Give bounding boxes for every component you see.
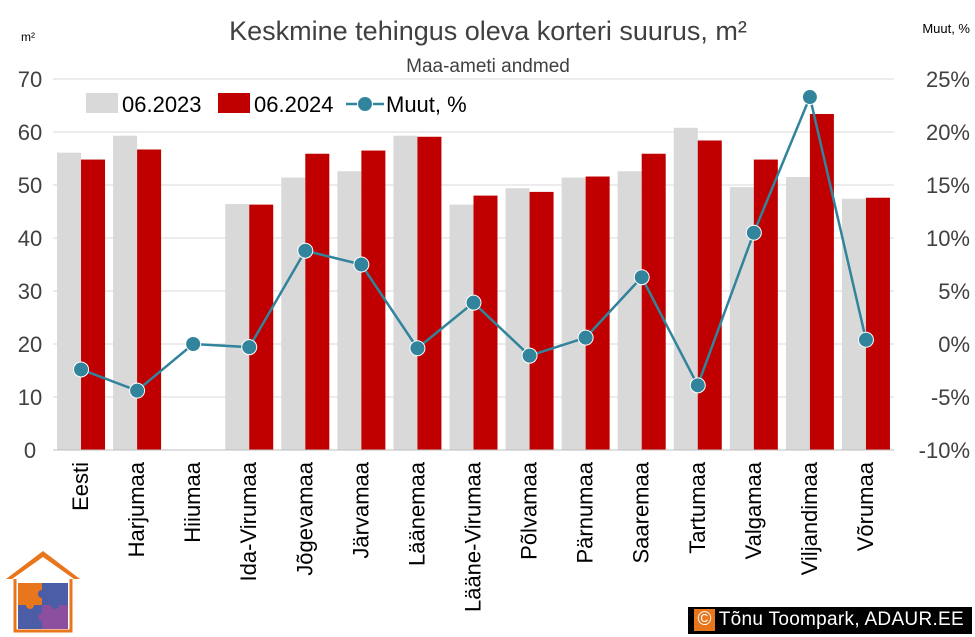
bar-06.2024: [809, 113, 834, 450]
legend: 06.2023 06.2024 Muut, %: [86, 92, 467, 117]
change-line: [73, 89, 874, 399]
y-left-tick-label: 50: [18, 173, 42, 198]
change-point: [353, 256, 370, 273]
y-left-tick-label: 60: [18, 120, 42, 145]
x-tick-label: Harjumaa: [124, 461, 149, 557]
credit-text: Tõnu Toompark, ADAUR.EE: [718, 609, 964, 630]
bar-06.2023: [225, 204, 250, 450]
legend-swatch-2023: [86, 93, 118, 113]
x-tick-label: Eesti: [68, 462, 93, 511]
legend-swatch-marker: [357, 96, 373, 112]
y-right-tick-label: 20%: [926, 120, 970, 145]
legend-label-2024: 06.2024: [254, 92, 334, 117]
x-tick-label: Järvamaa: [348, 461, 373, 558]
x-tick-label: Lääne-Virumaa: [461, 461, 486, 612]
bar-06.2023: [449, 204, 474, 450]
bar-06.2023: [113, 135, 138, 450]
bars: [57, 113, 890, 451]
y-left-tick-label: 10: [18, 385, 42, 410]
x-tick-label: Saaremaa: [629, 461, 654, 563]
y-right-tick-label: -10%: [919, 438, 970, 463]
change-point: [857, 331, 874, 348]
bar-06.2024: [753, 159, 778, 450]
bar-06.2024: [585, 176, 610, 450]
x-tick-label: Pärnumaa: [573, 461, 598, 563]
puzzle-piece-icon: [18, 583, 42, 605]
change-point: [745, 224, 762, 241]
x-tick-label: Põlvamaa: [517, 461, 542, 560]
y-left-tick-label: 70: [18, 67, 42, 92]
change-point: [185, 336, 202, 352]
bar-06.2023: [57, 152, 82, 451]
bar-06.2024: [305, 153, 330, 451]
axes: 0 -10% 10 -5% 20 0% 30 5% 40 10% 50 15% 60 20% 70 25% Ee…: [18, 67, 970, 612]
change-point: [409, 340, 426, 357]
y-right-tick-label: 15%: [926, 173, 970, 198]
y-left-tick-label: 40: [18, 226, 42, 251]
roof-icon: [6, 551, 80, 579]
y-left-tick-label: 20: [18, 332, 42, 357]
bar-06.2023: [673, 127, 698, 450]
legend-swatch-2024: [218, 93, 250, 113]
bar-06.2024: [417, 136, 442, 450]
bar-06.2024: [361, 150, 386, 451]
legend-label-change: Muut, %: [386, 92, 467, 117]
x-tick-label: Läänemaa: [404, 461, 429, 566]
change-point: [129, 382, 146, 399]
bar-06.2023: [281, 177, 306, 450]
bar-06.2023: [785, 177, 810, 451]
legend-label-2023: 06.2023: [122, 92, 202, 117]
change-point: [521, 347, 538, 364]
change-point: [241, 339, 258, 356]
right-axis-unit: Muut, %: [922, 21, 970, 36]
x-tick-label: Ida-Virumaa: [236, 461, 261, 581]
y-right-tick-label: -5%: [931, 385, 970, 410]
change-point: [297, 242, 314, 259]
x-tick-label: Valgamaa: [741, 461, 766, 559]
y-right-tick-label: 25%: [926, 67, 970, 92]
bar-06.2024: [137, 149, 162, 451]
bar-06.2023: [505, 188, 530, 450]
chart-subtitle: Maa-ameti andmed: [406, 56, 570, 77]
bar-06.2023: [337, 171, 362, 450]
bar-06.2024: [865, 197, 890, 450]
x-tick-label: Viljandimaa: [797, 461, 822, 575]
chart-title: Keskmine tehingus oleva korteri suurus, …: [229, 16, 747, 46]
x-tick-label: Tartumaa: [685, 461, 710, 553]
y-right-tick-label: 5%: [938, 279, 970, 304]
change-point: [801, 89, 818, 106]
change-point: [689, 377, 706, 394]
bar-06.2023: [617, 171, 642, 450]
copyright-icon: ©: [694, 609, 715, 631]
bar-06.2023: [561, 177, 586, 450]
bar-06.2024: [529, 191, 554, 450]
bar-06.2024: [697, 140, 722, 451]
y-left-tick-label: 30: [18, 279, 42, 304]
y-right-tick-label: 10%: [926, 226, 970, 251]
change-point: [577, 329, 594, 346]
change-point: [73, 361, 90, 378]
x-tick-label: Võrumaa: [853, 461, 878, 551]
bar-06.2023: [393, 135, 418, 450]
y-left-tick-label: 0: [24, 438, 36, 463]
y-right-tick-label: 0%: [938, 332, 970, 357]
change-point: [633, 269, 650, 286]
adaur-logo: [6, 551, 80, 633]
x-tick-label: Jõgevamaa: [292, 461, 317, 576]
puzzle-piece-icon: [42, 583, 68, 605]
change-point: [465, 294, 482, 311]
left-axis-unit: m²: [21, 30, 35, 44]
x-tick-label: Hiiumaa: [180, 461, 205, 542]
bar-06.2024: [81, 159, 106, 450]
copyright-credit: © Tõnu Toompark, ADAUR.EE: [688, 607, 972, 634]
